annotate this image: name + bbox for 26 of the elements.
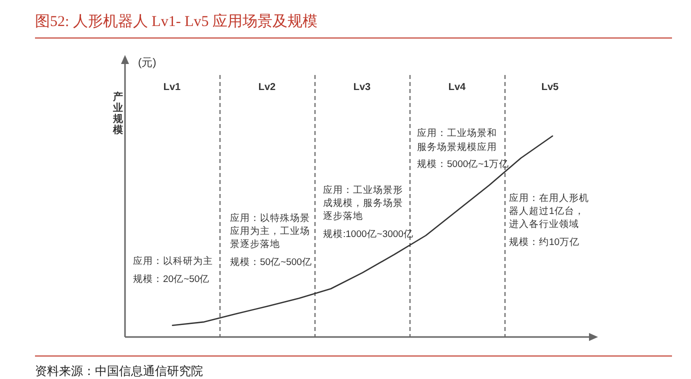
annotation: 规模:1000亿~3000亿 xyxy=(323,228,414,240)
text: (元) xyxy=(138,57,156,69)
annotation: 应用：以科研为主 xyxy=(133,255,213,267)
annotation: 逐步落地 xyxy=(323,210,363,222)
text: 资料来源：中国信息通信研究院 xyxy=(35,364,203,378)
annotation: 应用：以特殊场景 xyxy=(230,212,310,224)
text: Lv3 xyxy=(353,82,372,93)
annotation: 成规模，服务场景 xyxy=(323,197,403,209)
annotation: 规模：20亿~50亿 xyxy=(133,273,210,285)
annotation: 器人超过1亿台， xyxy=(509,205,584,217)
annotation: 景逐步落地 xyxy=(230,238,280,250)
annotation: 应用：工业场景和 xyxy=(417,127,497,139)
text: Lv5 xyxy=(541,82,560,93)
chart-title: 图52: 人形机器人 Lv1- Lv5 应用场景及规模 xyxy=(35,13,318,30)
annotation: 规模：5000亿~1万亿 xyxy=(417,158,509,170)
text: Lv4 xyxy=(448,82,466,93)
annotation: 应用：在用人形机 xyxy=(509,192,589,204)
text: Lv1 xyxy=(163,82,182,93)
annotation: 应用为主，工业场 xyxy=(230,225,310,237)
annotation: 进入各行业领域 xyxy=(509,218,579,230)
annotation: 服务场景规模应用 xyxy=(417,141,497,153)
y-axis-title: 产业规模 xyxy=(112,91,124,136)
text: Lv2 xyxy=(258,82,276,93)
annotation: 应用：工业场景形 xyxy=(323,184,403,196)
annotation: 规模：约10万亿 xyxy=(509,236,580,248)
annotation: 规模：50亿~500亿 xyxy=(230,256,312,268)
